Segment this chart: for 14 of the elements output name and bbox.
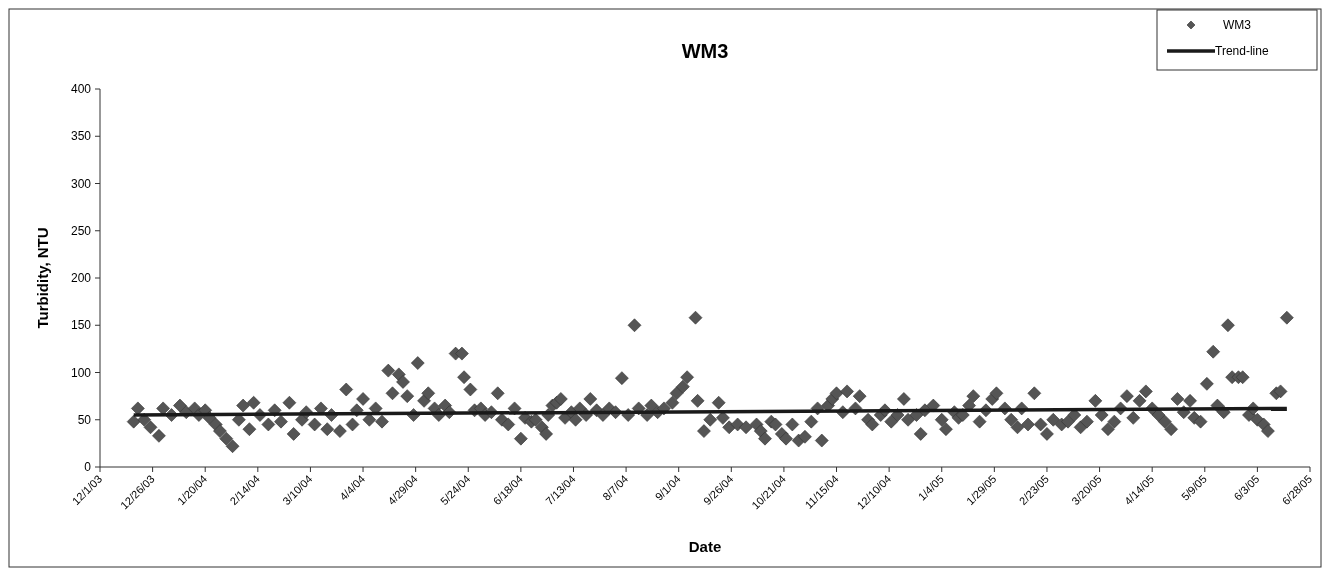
y-tick-label: 400 bbox=[70, 82, 92, 97]
legend-label: WM3 bbox=[1223, 18, 1252, 33]
legend-label: Trend-line bbox=[1215, 44, 1269, 59]
y-tick-label: 250 bbox=[70, 223, 92, 238]
y-tick-label: 100 bbox=[70, 365, 92, 380]
y-tick-label: 50 bbox=[77, 412, 92, 427]
x-axis-title: Date bbox=[688, 538, 722, 555]
y-tick-label: 350 bbox=[70, 129, 92, 144]
chart-title: WM3 bbox=[681, 40, 729, 62]
y-tick-label: 300 bbox=[70, 176, 92, 191]
y-tick-label: 0 bbox=[84, 460, 92, 475]
y-axis-title: Turbidity, NTU bbox=[34, 227, 51, 329]
y-tick-label: 150 bbox=[70, 318, 92, 333]
y-tick-label: 200 bbox=[70, 271, 92, 286]
